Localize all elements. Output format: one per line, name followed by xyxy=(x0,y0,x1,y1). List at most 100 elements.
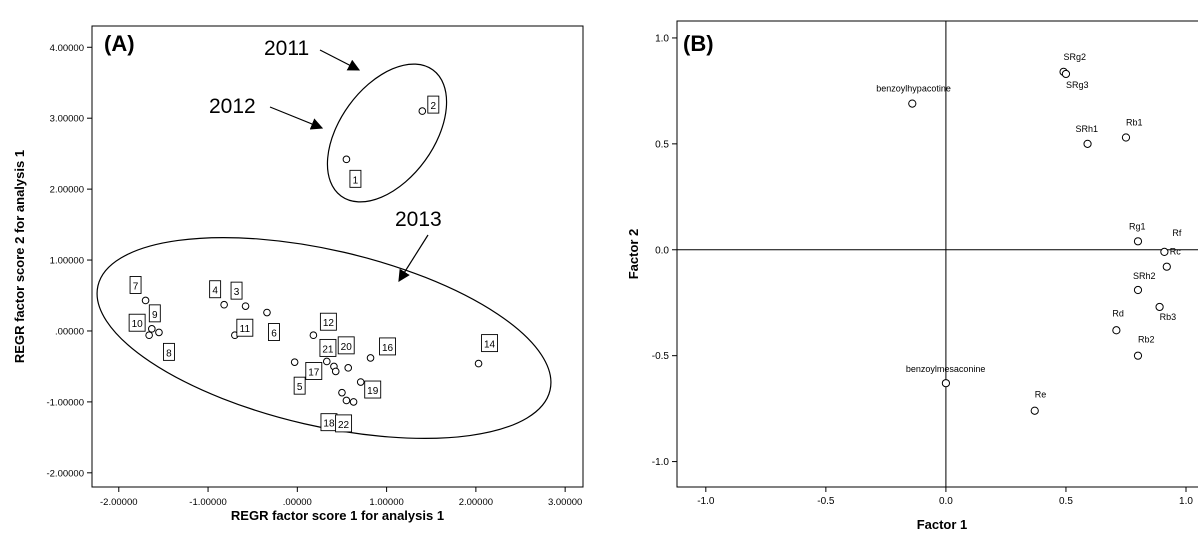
y-tick-label: -0.5 xyxy=(652,351,670,362)
point-label: Re xyxy=(1035,390,1047,400)
data-point xyxy=(1112,326,1121,335)
data-point xyxy=(356,378,365,386)
point-label-box xyxy=(335,414,353,433)
data-point xyxy=(474,359,483,368)
x-tick-label: -2.00000 xyxy=(100,497,138,508)
data-point xyxy=(1133,237,1143,246)
y-tick-label: -1.0 xyxy=(652,457,670,468)
data-point xyxy=(342,155,351,164)
panel-a: -2.00000 -1.00000.00000 1.00000 2.00000 3.00… xyxy=(12,25,584,523)
arrow-2012 xyxy=(269,106,324,130)
data-point xyxy=(1162,262,1171,271)
y-tick-label: -1.00000 xyxy=(46,397,84,408)
point-label: 10 xyxy=(132,319,144,330)
y-tick-label: 1.00000 xyxy=(50,256,84,267)
data-point xyxy=(418,107,427,115)
point-label-box xyxy=(209,280,222,299)
y-tick-label: 0.0 xyxy=(655,245,669,256)
x-tick-label: -1.0 xyxy=(697,496,715,507)
y-axis-label: REGR factor score 2 for analysis 1 xyxy=(12,150,27,363)
point-label: SRh2 xyxy=(1133,271,1156,281)
x-tick-label: 1.0 xyxy=(1179,496,1193,507)
panel-label: (A) xyxy=(104,31,135,56)
data-point xyxy=(344,364,353,372)
data-point xyxy=(349,398,358,406)
point-label: 20 xyxy=(341,342,353,353)
point-label-box xyxy=(236,318,254,337)
x-tick-label: 0.5 xyxy=(1059,496,1073,507)
point-label: 8 xyxy=(166,348,172,359)
point-label: 16 xyxy=(382,343,394,354)
data-point xyxy=(220,300,228,309)
group-label-2011: 2011 xyxy=(264,37,309,60)
point-label: 21 xyxy=(322,344,334,355)
panel-a-frame xyxy=(91,25,584,488)
point-label: 7 xyxy=(133,281,139,292)
y-tick-label: -2.00000 xyxy=(46,468,84,479)
data-point xyxy=(908,99,917,108)
y-tick-label: 3.00000 xyxy=(50,114,84,125)
group-label-2012: 2012 xyxy=(209,95,256,118)
panel-b: -1.0 -0.5 0.0 0.5 1.0 -1.0 -0.5 0.0 0.5 1.0 (B) Fac… xyxy=(626,20,1198,532)
point-label-box xyxy=(268,323,280,341)
point-label: 22 xyxy=(338,420,350,431)
data-point xyxy=(331,367,340,376)
y-tick-label: .00000 xyxy=(55,326,84,337)
x-axis-label: REGR factor score 1 for analysis 1 xyxy=(231,508,444,523)
point-label: Rf xyxy=(1172,228,1181,238)
data-point xyxy=(1061,69,1071,79)
point-label: SRh1 xyxy=(1076,124,1099,134)
point-label-box xyxy=(305,362,323,380)
point-label: 9 xyxy=(152,310,158,321)
point-label: 17 xyxy=(308,367,320,378)
point-label: Rd xyxy=(1112,308,1124,318)
point-label: Rc xyxy=(1170,247,1181,257)
panel-label: (B) xyxy=(683,31,714,56)
data-point xyxy=(1133,351,1143,360)
point-label-box xyxy=(349,169,362,188)
point-label: 3 xyxy=(234,287,240,298)
data-point xyxy=(338,388,346,397)
point-label: benzoylhypacotine xyxy=(876,84,951,94)
point-label-box xyxy=(163,342,175,361)
point-label-box xyxy=(319,312,337,331)
point-label: 19 xyxy=(367,386,379,397)
y-tick-label: 2.00000 xyxy=(50,185,84,196)
data-point xyxy=(155,328,163,337)
point-label-box xyxy=(427,95,440,114)
point-label-box xyxy=(129,276,142,294)
point-label-box xyxy=(379,337,396,356)
point-label: benzoylmesaconine xyxy=(906,364,986,374)
point-label-box xyxy=(364,380,382,399)
group-2011-2012-ellipse xyxy=(326,63,448,203)
x-tick-label: -0.5 xyxy=(817,496,835,507)
x-axis-label: Factor 1 xyxy=(917,517,968,532)
data-point xyxy=(241,302,250,310)
arrow-2011 xyxy=(319,49,361,71)
x-tick-label: .00000 xyxy=(283,497,312,508)
data-point xyxy=(1133,285,1143,295)
point-label: 2 xyxy=(431,101,437,112)
point-label: Rb3 xyxy=(1160,312,1177,322)
data-point xyxy=(290,358,299,366)
point-label-box xyxy=(148,304,161,323)
x-tick-label: 0.0 xyxy=(939,496,953,507)
y-axis-label: Factor 2 xyxy=(626,229,641,280)
data-point xyxy=(1121,133,1131,142)
x-tick-label: 2.00000 xyxy=(459,497,493,508)
point-label: Rb2 xyxy=(1138,335,1155,345)
data-point xyxy=(148,325,156,333)
data-point xyxy=(342,396,351,405)
point-label: 18 xyxy=(323,419,335,430)
point-label: 6 xyxy=(271,329,277,340)
point-label-box xyxy=(319,338,337,357)
point-label: 5 xyxy=(297,382,303,393)
panel-b-frame xyxy=(676,20,1198,488)
y-tick-label: 1.0 xyxy=(655,33,669,44)
data-point xyxy=(941,379,951,388)
data-point xyxy=(263,308,271,317)
data-point xyxy=(322,357,331,366)
group-2013-ellipse xyxy=(96,237,552,439)
data-point xyxy=(366,354,375,362)
